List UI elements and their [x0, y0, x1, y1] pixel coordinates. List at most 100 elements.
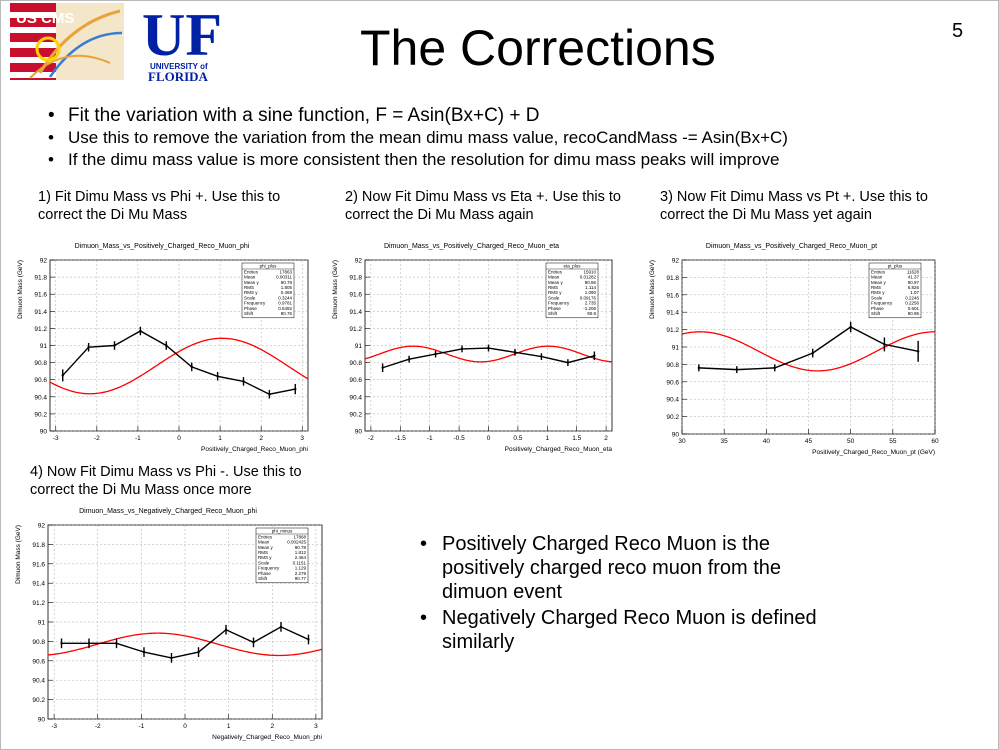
- data-marker: [216, 375, 219, 378]
- data-marker: [170, 656, 173, 660]
- stats-value: 6.826: [908, 285, 920, 290]
- data-point: [190, 362, 193, 372]
- stats-key: Mean: [244, 275, 256, 280]
- data-marker: [224, 628, 228, 631]
- data-point: [170, 653, 173, 663]
- x-tick-label: 1: [545, 435, 549, 442]
- data-marker: [407, 357, 411, 361]
- caption-plot-4: 4) Now Fit Dimu Mass vs Phi -. Use this …: [30, 464, 302, 498]
- stats-value: 0.3244: [278, 295, 292, 300]
- stats-box-frame: [868, 262, 922, 319]
- data-marker: [87, 642, 91, 645]
- data-line: [61, 626, 309, 659]
- stats-box-frame: [255, 527, 309, 584]
- y-tick-label: 91.8: [666, 275, 679, 282]
- stats-value: 1.812: [295, 550, 307, 555]
- y-tick-label: 90: [672, 432, 680, 439]
- x-tick-label: 2: [259, 435, 263, 442]
- stats-key: Entries: [548, 269, 563, 274]
- bullet-item: Fit the variation with a sine function, …: [48, 105, 788, 127]
- x-tick-label: -2: [368, 435, 374, 442]
- y-tick-label: 91.8: [34, 275, 47, 282]
- x-tick-label: 1: [227, 723, 231, 730]
- x-tick-label: 2: [604, 435, 608, 442]
- data-point: [113, 341, 116, 350]
- data-point: [697, 364, 701, 372]
- y-tick-label: 90: [38, 717, 46, 724]
- stats-value: 0.00311: [276, 275, 292, 280]
- stats-value: 0.2256: [905, 301, 919, 306]
- stats-value: 11628: [907, 269, 920, 274]
- plot-eta-plus: Dimuon_Mass_vs_Positively_Charged_Reco_M…: [323, 235, 620, 457]
- x-tick-label: 3: [300, 435, 304, 442]
- caption-plot-2: 2) Now Fit Dimu Mass vs Eta +. Use this …: [345, 189, 621, 223]
- data-marker: [513, 351, 517, 354]
- bullet-item: Use this to remove the variation from th…: [48, 127, 788, 149]
- y-tick-label: 91.2: [666, 327, 679, 334]
- stats-value: 0.9781: [278, 301, 292, 306]
- stats-key: RMS: [244, 285, 254, 290]
- x-tick-label: 60: [931, 438, 939, 445]
- data-marker: [197, 650, 200, 654]
- data-marker: [773, 366, 776, 370]
- stats-key: Frequency: [548, 301, 570, 306]
- y-axis-label: Dimuon Mass (GeV): [649, 260, 656, 319]
- data-marker: [113, 344, 116, 347]
- x-tick-label: -1.5: [395, 435, 407, 442]
- x-tick-label: 50: [847, 438, 855, 445]
- y-tick-label: 91.4: [349, 309, 362, 316]
- chart-title: Dimuon_Mass_vs_Positively_Charged_Reco_M…: [706, 243, 877, 250]
- data-marker: [252, 641, 255, 644]
- y-tick-label: 90.8: [666, 362, 679, 369]
- data-marker: [190, 365, 193, 369]
- chart-title: Dimuon_Mass_vs_Negatively_Charged_Reco_M…: [79, 508, 257, 515]
- y-tick-label: 90.4: [34, 394, 47, 401]
- y-tick-label: 90.2: [34, 411, 47, 418]
- data-marker: [487, 346, 490, 350]
- stats-key: RMS y: [244, 290, 258, 295]
- data-point: [773, 364, 776, 372]
- stats-title: phi_plus: [260, 264, 278, 269]
- stats-value: 90.78: [295, 545, 307, 550]
- stats-key: Mean y: [244, 280, 260, 285]
- y-tick-label: 91.8: [349, 275, 362, 282]
- stats-key: Phase: [258, 571, 271, 576]
- bullet-item: If the dimu mass value is more consisten…: [48, 149, 788, 171]
- x-tick-label: -1: [138, 723, 144, 730]
- bullet-list: Fit the variation with a sine function, …: [48, 105, 788, 171]
- chart-title: Dimuon_Mass_vs_Positively_Charged_Reco_M…: [384, 243, 559, 250]
- stats-value: 1.114: [585, 285, 596, 290]
- y-tick-label: 91.4: [32, 581, 45, 588]
- data-point: [811, 348, 814, 358]
- stats-value: -1.206: [583, 306, 596, 311]
- data-point: [307, 634, 310, 645]
- data-point: [294, 383, 297, 395]
- stats-value: 90.95: [908, 311, 920, 316]
- y-tick-label: 90.2: [32, 697, 45, 704]
- data-point: [849, 321, 852, 333]
- x-tick-label: 3: [314, 723, 318, 730]
- y-tick-label: 91.2: [34, 326, 47, 333]
- plot-phi-minus: Dimuon_Mass_vs_Negatively_Charged_Reco_M…: [6, 500, 330, 745]
- data-point: [540, 353, 543, 361]
- y-tick-label: 91: [38, 620, 46, 627]
- data-marker: [294, 387, 297, 391]
- y-tick-label: 90: [355, 429, 363, 436]
- y-axis-label: Dimuon Mass (GeV): [15, 525, 22, 584]
- y-tick-label: 91: [40, 343, 48, 350]
- x-tick-label: 2: [270, 723, 274, 730]
- x-tick-label: 35: [721, 438, 729, 445]
- stats-value: 0.5492: [278, 306, 292, 311]
- stats-title: pt_plus: [888, 264, 903, 269]
- plot-phi-plus: Dimuon_Mass_vs_Positively_Charged_Reco_M…: [8, 235, 316, 457]
- data-marker: [87, 346, 90, 349]
- data-point: [566, 359, 570, 367]
- data-point: [61, 369, 64, 382]
- stats-key: Frequency: [258, 566, 280, 571]
- data-marker: [139, 329, 142, 333]
- stats-value: 0.2246: [905, 295, 919, 300]
- stats-key: Shift: [258, 576, 268, 581]
- y-tick-label: 90.4: [32, 678, 45, 685]
- data-marker: [307, 638, 310, 641]
- data-point: [593, 351, 596, 361]
